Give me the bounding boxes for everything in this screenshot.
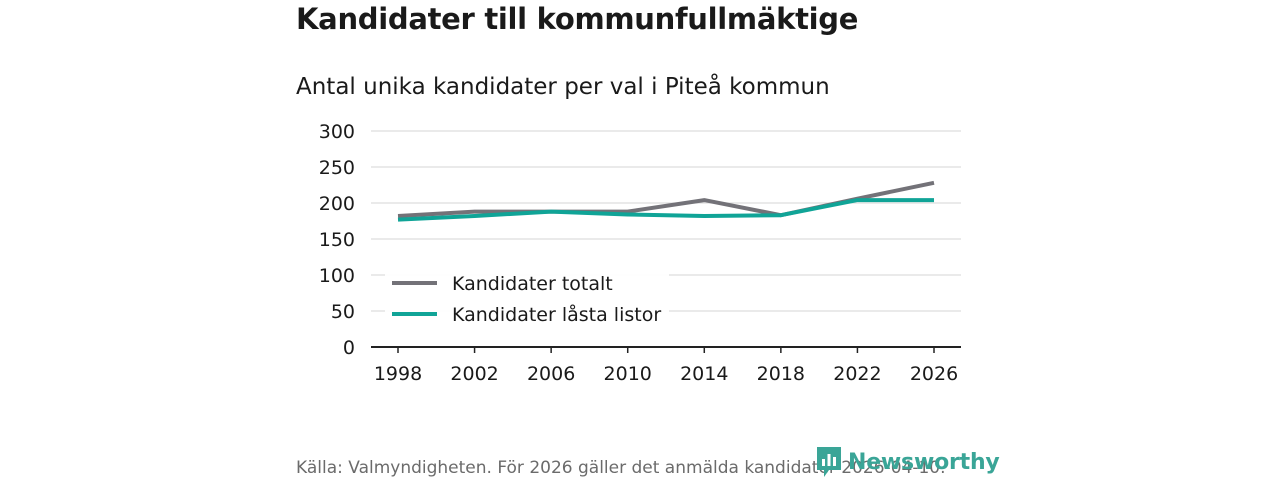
brand-logo: Newsworthy [816, 446, 1000, 478]
legend-label: Kandidater totalt [452, 273, 613, 295]
y-tick-label: 100 [319, 265, 355, 287]
x-axis: 1998 2002 2006 2010 2014 2018 2022 2026 [371, 346, 961, 385]
legend-label: Kandidater låsta listor [452, 303, 661, 326]
chart-subtitle: Antal unika kandidater per val i Piteå k… [296, 74, 830, 100]
y-tick-label: 50 [331, 301, 355, 323]
x-tick-label: 2022 [833, 363, 881, 385]
y-axis-ticks: 0 50 100 150 200 250 300 [319, 121, 355, 359]
newsworthy-logo-icon [817, 447, 841, 477]
y-tick-label: 200 [319, 193, 355, 215]
legend: Kandidater totalt Kandidater låsta listor [385, 267, 669, 331]
y-tick-label: 150 [319, 229, 355, 251]
y-tick-label: 0 [343, 337, 355, 359]
x-tick-label: 2002 [450, 363, 498, 385]
y-tick-label: 250 [319, 157, 355, 179]
series-line-kandidater-lasta-listor [397, 198, 934, 222]
x-tick-label: 2010 [604, 363, 652, 385]
x-tick-label: 2006 [527, 363, 575, 385]
x-tick-label: 1998 [374, 363, 422, 385]
x-tick-label: 2026 [910, 363, 958, 385]
x-tick-label: 2014 [680, 363, 728, 385]
legend-background [385, 267, 669, 331]
series-lines [397, 180, 935, 222]
line-chart: 0 50 100 150 200 250 300 1998 2002 2006 2010 2014 2… [319, 121, 961, 385]
brand-name: Newsworthy [848, 449, 1000, 475]
x-tick-label: 2018 [757, 363, 805, 385]
chart-title: Kandidater till kommunfullmäktige [296, 2, 859, 36]
y-tick-label: 300 [319, 121, 355, 143]
source-note: Källa: Valmyndigheten. För 2026 gäller d… [296, 458, 946, 478]
